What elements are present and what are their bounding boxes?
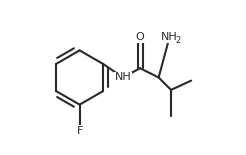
Text: NH: NH <box>161 32 178 42</box>
Text: O: O <box>136 32 144 42</box>
Text: F: F <box>77 126 83 136</box>
Text: 2: 2 <box>175 36 181 45</box>
Text: NH: NH <box>115 73 131 82</box>
